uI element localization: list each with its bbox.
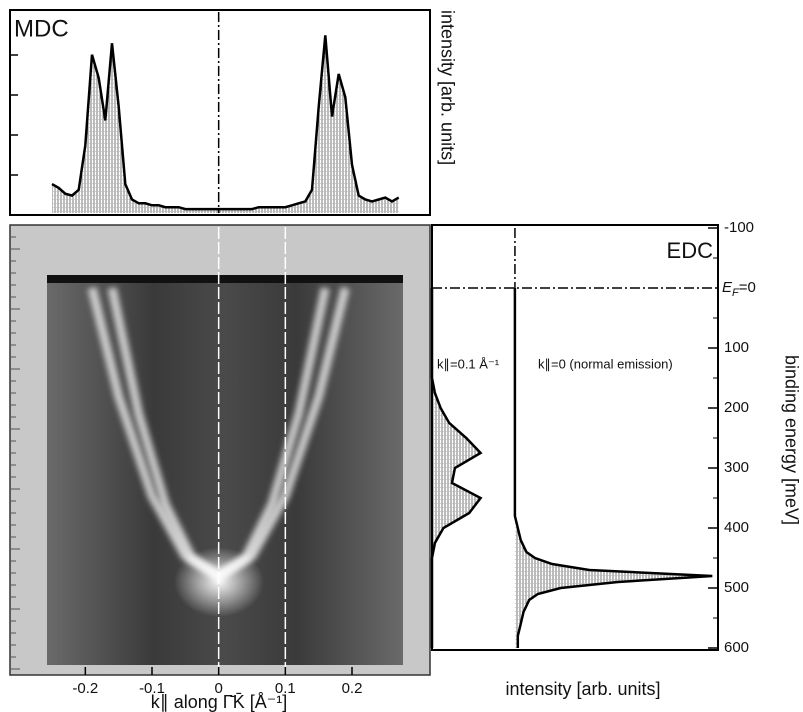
area-fill bbox=[52, 35, 399, 214]
x-tick-label: 0.2 bbox=[342, 680, 363, 697]
edc-frame bbox=[431, 224, 719, 651]
fermi-text: =0 bbox=[739, 279, 756, 296]
fermi-subscript: F bbox=[732, 287, 740, 299]
panel-title: MDC bbox=[14, 15, 69, 42]
fermi-label: EDC bbox=[667, 238, 714, 263]
x-tick-label: 0 bbox=[214, 680, 222, 697]
y-axis-label: intensity [arb. units] bbox=[437, 10, 457, 165]
x-tick-label: -0.1 bbox=[139, 680, 165, 697]
mdc-line bbox=[51, 35, 400, 211]
x-axis-label: intensity [arb. units] bbox=[505, 679, 660, 699]
mdc-frame bbox=[9, 9, 431, 216]
series-label: k∥=0 (normal emission) bbox=[538, 356, 673, 371]
y-tick-label: 600 bbox=[724, 639, 749, 656]
y-tick-label: -100 bbox=[724, 219, 754, 236]
y-tick-label: 200 bbox=[724, 399, 749, 416]
y-tick-label: 500 bbox=[724, 579, 749, 596]
edc-line bbox=[513, 288, 713, 648]
image-top-edge bbox=[47, 275, 403, 283]
x-tick-label: 0.1 bbox=[275, 680, 296, 697]
y-tick-label: 400 bbox=[724, 519, 749, 536]
y-tick-label: 300 bbox=[724, 459, 749, 476]
x-axis-label: k∥ along Γ̄K̄ [Å⁻¹] bbox=[151, 692, 287, 712]
area-fill bbox=[432, 288, 481, 648]
y-axis-label: binding energy [meV] bbox=[781, 355, 801, 525]
y-tick-label: 100 bbox=[724, 339, 749, 356]
area-fill bbox=[514, 288, 713, 648]
x-tick-label: -0.2 bbox=[72, 680, 98, 697]
fermi-label: EF=0 bbox=[722, 279, 756, 299]
fermi-symbol: E bbox=[722, 279, 733, 296]
series-label: k∥=0.1 Å⁻¹ bbox=[437, 356, 500, 371]
